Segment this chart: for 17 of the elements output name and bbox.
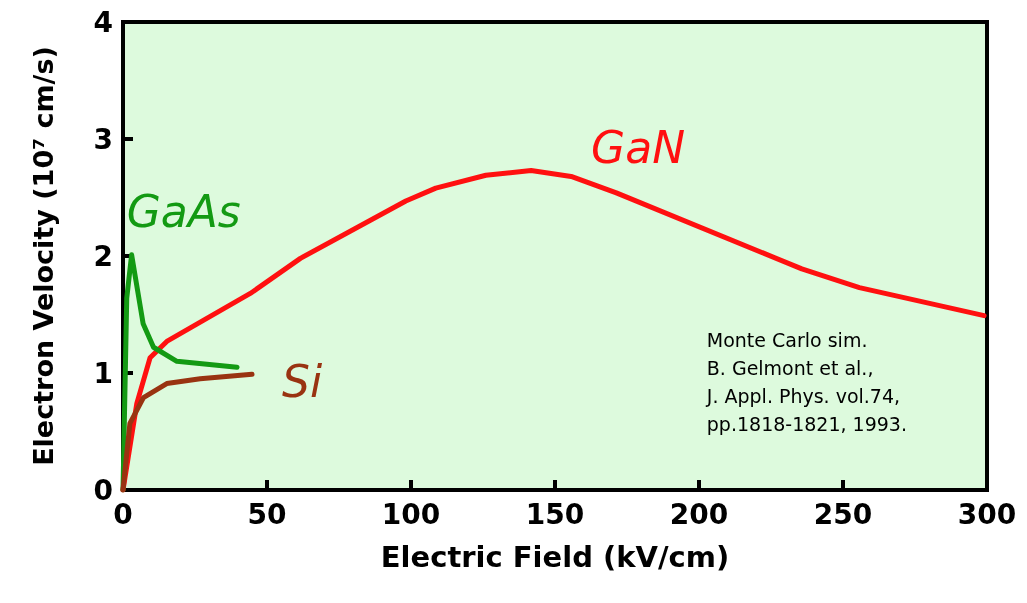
y-tick-label: 0 (93, 473, 113, 507)
x-tick-label: 100 (381, 497, 441, 531)
y-tick-label: 1 (93, 356, 113, 390)
series-label: GaN (591, 122, 686, 174)
y-tick-label: 2 (93, 239, 113, 273)
x-tick-label: 150 (525, 497, 585, 531)
y-axis-title: Electron Velocity (10⁷ cm/s) (28, 46, 59, 466)
y-tick-label: 3 (93, 122, 113, 156)
x-tick-label: 50 (247, 497, 287, 531)
x-tick-label: 300 (957, 497, 1017, 531)
y-tick-label: 4 (93, 5, 113, 39)
annotation: Monte Carlo sim. B. Gelmont et al., J. Appl. Phys. vol.74, pp.1818-1821, 1993. (705, 329, 908, 435)
x-axis-title: Electric Field (kV/cm) (380, 539, 730, 574)
x-tick-label: 200 (669, 497, 729, 531)
series-label: Si (282, 355, 323, 407)
series-label: GaAs (126, 186, 241, 238)
x-tick-label: 250 (813, 497, 873, 531)
